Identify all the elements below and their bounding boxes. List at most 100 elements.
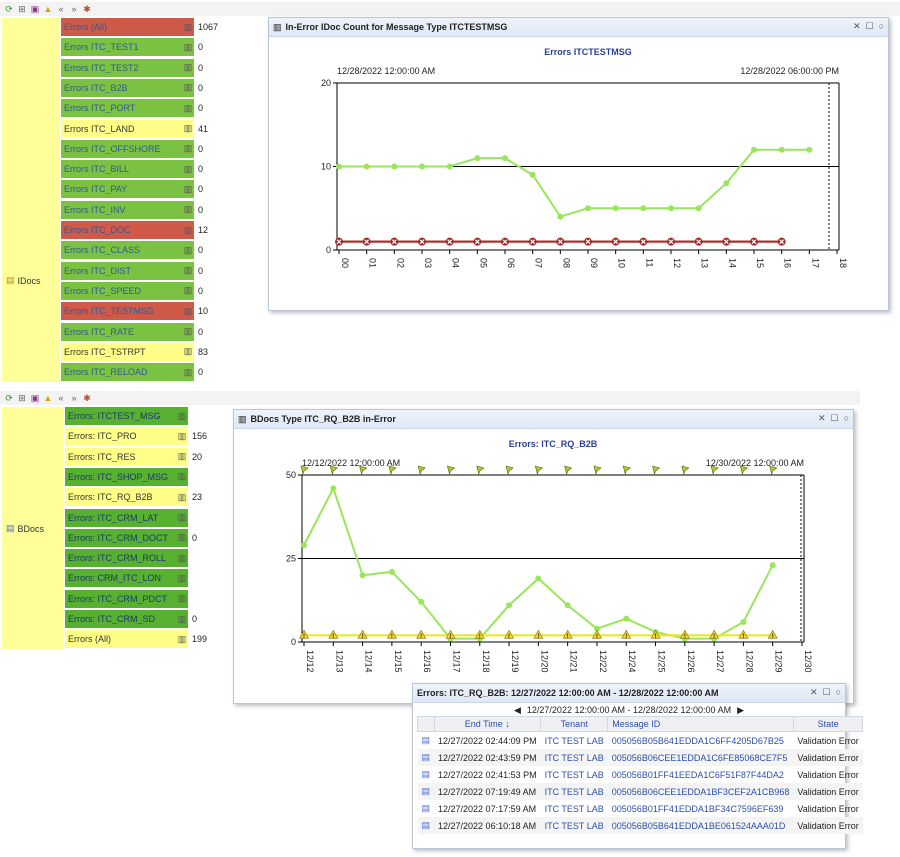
error-marker[interactable] [390, 237, 399, 246]
chart-icon[interactable]: ▥ [177, 491, 187, 502]
warning-marker[interactable]: ! [328, 629, 339, 640]
chart-icon[interactable]: ▥ [183, 102, 193, 113]
chart-icon[interactable]: ▥ [183, 21, 193, 32]
chart-icon[interactable]: ▥ [183, 183, 193, 194]
list-item[interactable]: Errors ITC_TSTRPT ▥ [61, 342, 194, 361]
next-range-button[interactable]: ▶ [737, 704, 744, 715]
chart-icon[interactable]: ▥ [183, 244, 193, 255]
data-point[interactable] [535, 575, 542, 582]
data-point[interactable] [474, 155, 481, 162]
chart-icon[interactable]: ▥ [183, 265, 193, 276]
list-item[interactable]: Errors ITC_TESTMSG ▥ [61, 302, 194, 321]
flag-icon[interactable] [534, 465, 544, 476]
chart-icon[interactable]: ▥ [183, 41, 193, 52]
chart-icon[interactable]: ▥ [183, 305, 193, 316]
list-item[interactable]: Errors ITC_DIST ▥ [61, 261, 194, 280]
chart-icon[interactable]: ▥ [183, 346, 193, 357]
list-item[interactable]: Errors: ITC_CRM_DOCT ▥ [65, 528, 188, 547]
flag-icon[interactable] [329, 465, 338, 476]
list-item[interactable]: Errors ITC_INV ▥ [61, 200, 194, 219]
table-row[interactable]: ▤ 12/27/2022 06:10:18 AM ITC TEST LAB 00505… [417, 817, 863, 834]
list-item[interactable]: Errors ITC_PAY ▥ [61, 180, 194, 199]
warning-marker[interactable]: ! [562, 629, 573, 640]
chart-icon[interactable]: ▥ [183, 62, 193, 73]
group-icon[interactable]: ▣ [30, 393, 40, 403]
data-point[interactable] [336, 163, 342, 170]
data-point[interactable] [506, 602, 513, 609]
list-item[interactable]: Errors ITC_RELOAD ▥ [61, 363, 194, 382]
data-point[interactable] [529, 171, 536, 178]
warning-marker[interactable]: ! [621, 629, 632, 640]
flag-icon[interactable] [622, 465, 631, 476]
error-marker[interactable] [335, 237, 343, 246]
warning-marker[interactable]: ! [591, 629, 602, 640]
warning-marker[interactable]: ! [474, 629, 485, 640]
warning-marker[interactable]: ! [504, 629, 515, 640]
prev-range-button[interactable]: ◀ [513, 704, 521, 715]
list-item[interactable]: Errors: ITCTEST_MSG ▥ [65, 407, 188, 425]
chart-icon[interactable]: ▥ [183, 82, 193, 93]
error-marker[interactable] [694, 237, 703, 246]
flag-icon[interactable] [447, 465, 456, 476]
chart-icon[interactable]: ▥ [177, 572, 187, 583]
error-marker[interactable] [501, 237, 509, 246]
chart-icon[interactable]: ▥ [177, 552, 187, 563]
column-header-message-id[interactable]: Message ID [607, 716, 794, 732]
data-point[interactable] [391, 163, 398, 170]
list-item[interactable]: Errors ITC_SPEED ▥ [61, 281, 194, 300]
chart-icon[interactable]: ▥ [177, 613, 187, 624]
warning-marker[interactable]: ! [767, 629, 778, 640]
list-item[interactable]: Errors: ITC_CRM_SD ▥ [65, 610, 188, 628]
table-row[interactable]: ▤ 12/27/2022 07:19:49 AM ITC TEST LAB 00505… [417, 783, 863, 800]
list-item[interactable]: Errors: ITC_CRM_PDCT ▥ [65, 589, 188, 608]
error-marker[interactable] [418, 237, 426, 246]
flag-icon[interactable] [476, 465, 485, 476]
warning-marker[interactable]: ! [445, 629, 456, 640]
chart-icon[interactable]: ▥ [183, 204, 193, 215]
data-point[interactable] [723, 180, 730, 187]
flag-icon[interactable] [359, 465, 368, 476]
data-point[interactable] [446, 163, 453, 170]
error-marker[interactable] [639, 237, 648, 246]
flag-icon[interactable] [681, 465, 690, 476]
data-point[interactable] [564, 602, 571, 609]
chart-icon[interactable]: ▥ [183, 366, 193, 377]
chart-icon[interactable]: ▥ [177, 410, 187, 421]
warning-marker[interactable]: ! [738, 629, 749, 640]
data-point[interactable] [330, 485, 337, 492]
idocs-group[interactable]: ▤ IDocs [6, 275, 41, 286]
close-icon[interactable]: ✕ [817, 413, 826, 423]
data-point[interactable] [359, 572, 366, 579]
table-row[interactable]: ▤ 12/27/2022 02:43:59 PM ITC TEST LAB 00505… [417, 749, 863, 766]
warning-marker[interactable]: ! [386, 629, 397, 640]
maximize-icon[interactable]: ☐ [865, 21, 874, 31]
data-point[interactable] [388, 568, 395, 575]
close-icon[interactable]: ✕ [809, 687, 818, 697]
chart-icon[interactable]: ▥ [183, 285, 193, 296]
window-title-bar[interactable]: ▥ In-Error IDoc Count for Message Type I… [269, 18, 888, 37]
column-header-tenant[interactable]: Tenant [540, 716, 609, 732]
bdocs-group[interactable]: ▤ BDocs [6, 523, 44, 534]
restore-icon[interactable]: ○ [878, 21, 884, 31]
warning-marker[interactable]: ! [298, 629, 310, 640]
flag-icon[interactable] [593, 465, 602, 476]
list-item[interactable]: Errors ITC_TEST2 ▥ [61, 58, 194, 77]
data-point[interactable] [419, 163, 425, 170]
warning-marker[interactable]: ! [709, 629, 720, 640]
chart-icon[interactable]: ▥ [183, 326, 193, 336]
settings-icon[interactable]: ✱ [83, 393, 91, 403]
error-marker[interactable] [777, 237, 786, 246]
chart-icon[interactable]: ▥ [183, 224, 193, 235]
warning-icon[interactable]: ▲ [43, 4, 53, 14]
flag-icon[interactable] [388, 465, 397, 476]
table-row[interactable]: ▤ 12/27/2022 07:17:59 AM ITC TEST LAB 00505… [418, 800, 863, 817]
data-point[interactable] [751, 146, 757, 153]
restore-icon[interactable]: ○ [843, 413, 849, 423]
column-header-state[interactable]: State [792, 716, 864, 732]
list-item[interactable]: Errors (All) ▥ [65, 630, 188, 649]
chart-icon[interactable]: ▥ [183, 143, 193, 154]
window-title-bar[interactable]: ▥ BDocs Type ITC_RQ_B2B in-Error [234, 410, 853, 429]
list-item[interactable]: Errors ITC_PORT ▥ [61, 99, 194, 118]
list-item[interactable]: Errors ITC_OFFSHORE ▥ [61, 139, 194, 158]
expand-icon[interactable]: » [71, 393, 77, 403]
